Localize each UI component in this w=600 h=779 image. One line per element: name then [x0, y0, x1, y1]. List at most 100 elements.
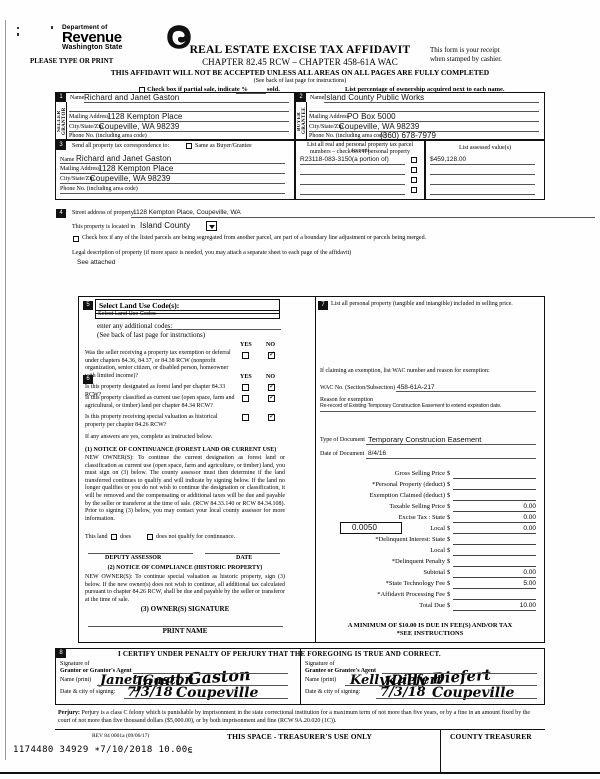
buyer-phone-value[interactable]: (360) 678-7979: [380, 131, 437, 140]
deputy-assessor-label: DEPUTY ASSESSOR: [105, 555, 162, 561]
classification-yes-header: YES: [240, 374, 252, 380]
tax-input-2[interactable]: [453, 500, 536, 501]
tax-value-4: 0.00: [523, 514, 536, 521]
same-as-buyer-label: Same as Buyer/Grantee: [195, 143, 252, 149]
corr-citystatezip-rule: [60, 183, 285, 184]
owner-signature-heading: (3) OWNER(S) SIGNATURE: [140, 605, 230, 613]
located-in-label: This property is located in: [72, 224, 135, 230]
buyer-citystatezip-rule: [309, 131, 539, 132]
assessed-rule-2: [430, 184, 535, 185]
corr-citystatezip-label: City/State/Zip: [60, 176, 94, 182]
grantee-name-value[interactable]: Kelly Diefert: [350, 673, 443, 688]
parcel-personal-checkbox-1[interactable]: [411, 167, 417, 173]
grantor-city-value[interactable]: Coupeville: [176, 685, 259, 701]
document-type-value[interactable]: Temporary Construcion Easement: [368, 435, 482, 444]
tax-input-10[interactable]: [453, 588, 536, 589]
tax-label-4: Excise Tax : State: [398, 514, 445, 521]
perjury-text: Perjury: Perjury is a class C felony whi…: [58, 710, 543, 725]
tax-label-6: *Delinquent Interest: State: [375, 536, 445, 543]
tax-dollar-6: $: [447, 536, 451, 543]
parcel-personal-checkbox-2[interactable]: [411, 177, 417, 183]
grantor-date-value[interactable]: 7/3/18: [127, 685, 173, 700]
parcel-value-0[interactable]: R23118-083-3150(a portion of): [300, 156, 389, 163]
deputy-assessor-date-line[interactable]: [205, 553, 280, 554]
seller-name-value[interactable]: Richard and Janet Gaston: [84, 93, 180, 102]
current-use-no-checkbox[interactable]: [268, 394, 275, 402]
seller-phone-label: Phone No. (including area code): [69, 133, 147, 139]
treasurer-vertical-divider: [440, 729, 441, 774]
assessed-rule-3: [430, 194, 535, 195]
same-as-buyer-checkbox[interactable]: [186, 143, 192, 149]
forest-land-yes-checkbox[interactable]: [242, 384, 249, 391]
current-use-yes-checkbox[interactable]: [242, 395, 249, 402]
parcel-personal-checkbox-0[interactable]: [411, 157, 417, 163]
grantee-city-value[interactable]: Coupeville: [432, 685, 515, 701]
tax-input-5[interactable]: [453, 533, 536, 534]
seller-name-rule2: [69, 111, 289, 112]
forest-land-no-checkbox[interactable]: [268, 383, 275, 391]
corr-citystatezip-value[interactable]: Coupeville, WA 98239: [90, 174, 171, 183]
tax-input-7[interactable]: [453, 555, 536, 556]
street-address-value[interactable]: 1128 Kempton Place, Coupeville, WA: [133, 209, 241, 216]
seller-address-value[interactable]: 1128 Kempton Place: [107, 112, 183, 121]
minimum-due-line2: *SEE INSTRUCTIONS: [396, 630, 464, 637]
historic-no-checkbox[interactable]: [268, 413, 275, 421]
corr-phone-label: Phone No. (including area code): [60, 186, 138, 192]
seller-citystatezip-value[interactable]: Coupeville, WA 98239: [99, 122, 180, 131]
tax-input-8[interactable]: [453, 566, 536, 567]
parcel-rule-0: [300, 164, 405, 165]
landuse-yes-checkbox[interactable]: [242, 352, 249, 359]
corr-name-value[interactable]: Richard and Janet Gaston: [76, 154, 172, 163]
parcel-personal-checkbox-3[interactable]: [411, 187, 417, 193]
owner-signature-line[interactable]: [88, 626, 283, 627]
county-value[interactable]: Island County: [140, 221, 191, 230]
tax-rate-value[interactable]: 0.0050: [352, 523, 378, 532]
tax-input-11[interactable]: [453, 599, 536, 600]
buyer-citystatezip-value[interactable]: Coupeville, WA 98239: [339, 122, 420, 131]
tax-input-9[interactable]: [453, 577, 536, 578]
tax-dollar-12: $: [447, 602, 451, 609]
tax-label-1: *Personal Property (deduct): [372, 481, 445, 488]
buyer-side-label: BUYER GRANTEE: [297, 107, 307, 135]
chevron-down-icon[interactable]: [209, 225, 215, 229]
land-use-dropdown[interactable]: [95, 310, 280, 319]
tax-input-6[interactable]: [453, 544, 536, 545]
corr-address-value[interactable]: 1128 Kempton Place: [98, 164, 174, 173]
deputy-assessor-signature-line[interactable]: [88, 553, 193, 554]
tax-label-12: Total Due: [419, 602, 445, 609]
tax-input-4[interactable]: [453, 522, 536, 523]
does-qualify-checkbox[interactable]: [111, 534, 117, 540]
grantee-date-value[interactable]: 7/3/18: [380, 685, 426, 700]
certify-heading: I CERTIFY UNDER PENALTY OF PERJURY THAT …: [118, 650, 441, 658]
grantor-signature-label-l2: Grantor or Grantor's Agent: [60, 668, 132, 674]
additional-codes-input[interactable]: [166, 329, 281, 330]
reason-exemption-value[interactable]: Re-record of Existing Temporary Construc…: [320, 403, 502, 409]
does-not-qualify-checkbox[interactable]: [147, 534, 153, 540]
minimum-due-line1: A MINIMUM OF $10.00 IS DUE IN FEE(S) AND…: [347, 622, 513, 629]
current-use-question: Is this property classified as current u…: [85, 395, 235, 409]
tax-dollar-1: $: [447, 481, 451, 488]
wac-number-value[interactable]: 458-61A-217: [397, 384, 435, 391]
buyer-name-value[interactable]: Island County Public Works: [324, 93, 425, 102]
legal-description-label: Legal description of property (if more s…: [72, 250, 352, 256]
grantor-name-value[interactable]: Janet Gaston: [100, 673, 194, 688]
legal-description-value[interactable]: See attached: [77, 259, 116, 266]
page-bottom-border: [0, 772, 600, 774]
tax-input-12[interactable]: [453, 610, 536, 611]
document-date-value[interactable]: 8/4/16: [368, 450, 387, 457]
column-divider: [315, 296, 316, 643]
assessed-value-0[interactable]: $459,128.00: [430, 156, 467, 163]
historic-yes-checkbox[interactable]: [242, 414, 249, 421]
buyer-address-value[interactable]: PO Box 5000: [347, 112, 396, 121]
tax-input-0[interactable]: [453, 478, 536, 479]
landuse-no-checkbox[interactable]: [268, 351, 275, 359]
buyer-side-tab: [295, 102, 307, 140]
county-dropdown[interactable]: [206, 221, 217, 231]
tax-input-3[interactable]: [453, 511, 536, 512]
tax-input-1[interactable]: [453, 489, 536, 490]
partial-sale-pct-input[interactable]: [236, 93, 266, 94]
section-5-6-outer-box: [78, 296, 545, 643]
segregation-checkbox[interactable]: [73, 236, 79, 242]
tax-dollar-5: $: [447, 525, 451, 532]
claiming-exemption-text: If claiming an exemption, list WAC numbe…: [320, 368, 490, 374]
